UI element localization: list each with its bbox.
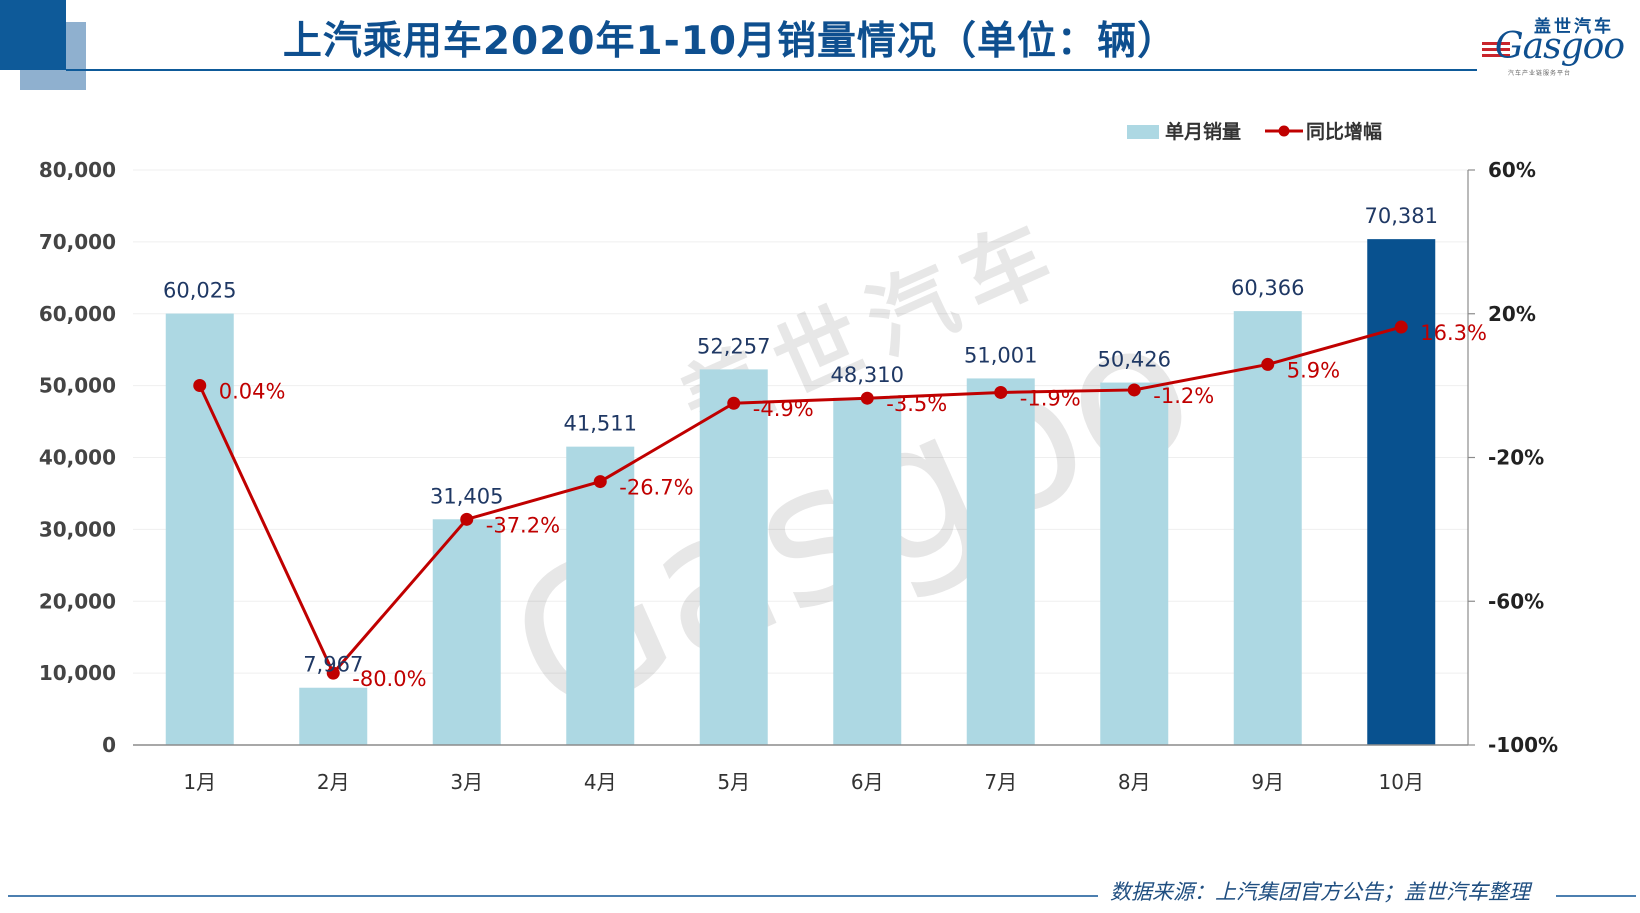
x-tick-label: 3月 [450,770,483,794]
x-tick-label: 1月 [183,770,216,794]
y-right-tick-label: -100% [1488,733,1558,757]
logo-tagline: 汽车产业链服务平台 [1508,70,1572,77]
corner-decoration-dark [0,0,66,70]
bar [299,687,368,745]
legend-swatch-marker [1278,125,1290,137]
bar [833,397,902,745]
yoy-point [1394,320,1408,334]
yoy-point [1261,357,1275,371]
yoy-point [326,666,340,680]
bar [1367,239,1436,745]
x-tick-label: 9月 [1251,770,1284,794]
axes: 0 10,000 20,000 30,000 40,000 50,000 60,000 70,… [39,158,1558,794]
yoy-point [1127,383,1141,397]
bar [966,378,1035,745]
x-tick-label: 6月 [851,770,884,794]
bar [165,313,234,745]
legend-label-line: 同比增幅 [1306,120,1382,143]
legend-swatch-bar [1127,125,1159,139]
bar-value-label: 60,366 [1231,276,1304,300]
yoy-point [460,512,474,526]
footer-rule-left [8,895,1098,897]
bar-value-label: 50,426 [1098,348,1171,372]
yoy-value-label: -4.9% [753,397,814,421]
yoy-value-label: -26.7% [619,476,693,500]
x-tick-label: 4月 [584,770,617,794]
legend-label-bar: 单月销量 [1165,120,1241,143]
y-left-tick-label: 50,000 [39,374,116,398]
bar [699,369,768,745]
y-left-tick-label: 70,000 [39,230,116,254]
yoy-point [860,391,874,405]
bar-value-label: 48,310 [831,363,904,387]
bar [432,519,501,745]
yoy-value-label: 16.3% [1420,321,1487,345]
bar-value-label: 7,967 [303,653,363,677]
line-series [193,320,1408,680]
y-right-tick-label: -60% [1488,589,1544,613]
y-right-tick-label: 60% [1488,158,1536,182]
y-left-tick-label: 60,000 [39,302,116,326]
yoy-value-label: -1.9% [1020,386,1081,410]
data-labels: 60,025 7,967 31,405 41,511 52,257 48,310 51,00… [163,204,1487,691]
bar-value-label: 51,001 [964,343,1037,367]
x-tick-label: 10月 [1379,770,1424,794]
yoy-value-label: -37.2% [486,513,560,537]
yoy-value-label: 0.04% [219,379,286,403]
logo-brand-en: Gasgoo [1494,26,1625,67]
yoy-point [193,378,207,392]
yoy-point [727,396,741,410]
bar-value-label: 31,405 [430,484,503,508]
legend: 单月销量 同比增幅 [1127,120,1382,143]
header-rule [66,69,1477,71]
y-left-tick-label: 80,000 [39,158,116,182]
y-right-tick-label: 20% [1488,302,1536,326]
yoy-line [198,325,1402,676]
bar-value-label: 52,257 [697,334,770,358]
footer-rule-right [1556,895,1636,897]
yoy-point [994,385,1008,399]
bar [566,446,635,745]
gasgoo-logo: 盖世汽车 Gasgoo 汽车产业链服务平台 [1478,12,1628,77]
yoy-point [593,475,607,489]
y-left-tick-label: 0 [102,733,116,757]
page-title: 上汽乘用车2020年1-10月销量情况（单位：辆） [282,19,1178,64]
yoy-value-label: 5.9% [1287,358,1340,382]
yoy-value-label: -80.0% [352,667,426,691]
source-note: 数据来源：上汽集团官方公告；盖世汽车整理 [1110,880,1530,904]
y-left-tick-label: 40,000 [39,446,116,470]
logo-brand-cn: 盖世汽车 [1534,17,1614,37]
bar-value-label: 60,025 [163,279,236,303]
bar [1100,382,1169,745]
x-tick-label: 8月 [1118,770,1151,794]
y-right-tick-label: -20% [1488,446,1544,470]
yoy-value-label: -3.5% [886,392,947,416]
x-tick-label: 7月 [984,770,1017,794]
x-tick-label: 5月 [717,770,750,794]
logo-stripes-icon [1482,42,1510,60]
y-left-tick-label: 30,000 [39,517,116,541]
x-tick-label: 2月 [317,770,350,794]
bar [1233,311,1302,745]
y-left-tick-label: 20,000 [39,589,116,613]
yoy-value-label: -1.2% [1153,384,1214,408]
bar-value-label: 41,511 [564,412,637,436]
bar-value-label: 70,381 [1365,204,1438,228]
y-left-tick-label: 10,000 [39,661,116,685]
